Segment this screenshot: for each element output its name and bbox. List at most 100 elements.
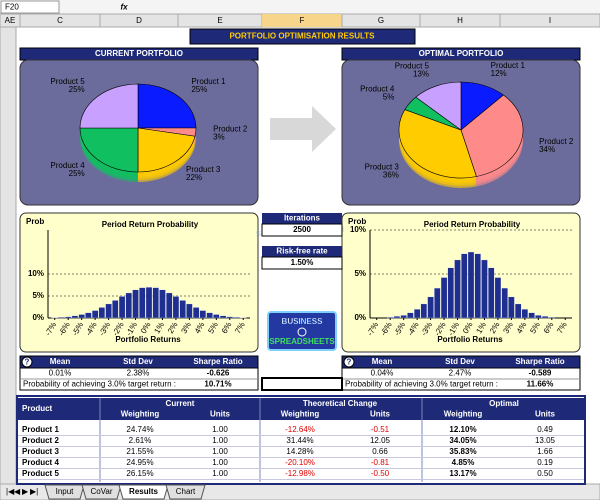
histogram-bar <box>91 310 99 319</box>
histogram-bar <box>186 303 193 319</box>
column-header: E <box>217 16 222 25</box>
logo-text: BUSINESS <box>282 317 324 326</box>
tab-nav[interactable]: ◀ <box>14 487 21 496</box>
tab-nav[interactable]: ▶| <box>30 487 38 496</box>
pie-value-label: 25% <box>191 85 207 94</box>
pie-slice <box>460 94 524 177</box>
fx-label: fx <box>120 3 128 12</box>
table-cell: -0.50 <box>371 469 390 478</box>
histogram-bar <box>85 312 92 319</box>
tab-nav[interactable]: ▶ <box>22 487 29 496</box>
help-icon-text: ? <box>347 358 352 367</box>
histogram-bar <box>71 315 79 319</box>
help-icon <box>343 356 355 368</box>
formula-bar <box>0 0 600 14</box>
table-cell: 2.61% <box>129 436 152 445</box>
sheet-tab-label[interactable]: CoVar <box>90 487 112 496</box>
stats-value: 0.04% <box>371 369 394 378</box>
iterations-value: 2500 <box>293 225 311 234</box>
histogram-bar <box>434 287 441 319</box>
pie-value-label: 22% <box>186 173 202 182</box>
page-title: PORTFOLIO OPTIMISATION RESULTS <box>229 32 375 41</box>
table-cell: 13.17% <box>449 469 476 478</box>
stats-header: Sharpe Ratio <box>515 357 564 366</box>
pie-value-label: 36% <box>383 170 399 179</box>
stats-value: 2.38% <box>127 369 150 378</box>
histogram-bar <box>420 303 428 319</box>
pie-label: Product 5 <box>50 77 85 86</box>
histogram-bar <box>467 251 475 319</box>
table-subheader: Weighting <box>444 410 483 419</box>
sheet-tab-label[interactable]: Results <box>129 487 158 496</box>
histogram-bar <box>219 315 227 319</box>
pie-label: Product 4 <box>50 161 85 170</box>
histogram-bar <box>159 289 166 319</box>
pie-value-label: 25% <box>69 85 85 94</box>
pie-slice <box>79 83 139 129</box>
histogram-bar <box>152 287 159 319</box>
histogram-bar <box>206 312 213 319</box>
target-label: Probability of achieving 3.0% target ret… <box>23 380 176 389</box>
help-icon <box>21 356 33 368</box>
sheet-tab[interactable] <box>118 484 169 500</box>
target-value: 10.71% <box>204 380 231 389</box>
selected-cell <box>261 377 343 391</box>
pie-label: Product 3 <box>186 165 221 174</box>
selected-column-header <box>262 14 342 27</box>
table-subheader: Units <box>210 410 231 419</box>
table-cell: 1.00 <box>212 458 228 467</box>
histogram-bar <box>199 310 207 319</box>
histogram-bar <box>65 316 72 319</box>
pie-value-label: 34% <box>539 145 555 154</box>
table-subheader: Units <box>535 410 556 419</box>
table-cell: 0.66 <box>372 447 388 456</box>
histogram-bar <box>172 296 180 319</box>
histogram-bar <box>213 314 220 319</box>
table-cell: 1.66 <box>537 447 553 456</box>
histogram-x-label: Portfolio Returns <box>115 335 181 344</box>
histogram-bar <box>521 309 529 319</box>
tab-nav[interactable]: |◀ <box>6 487 15 496</box>
histogram-bar <box>233 316 240 319</box>
target-label: Probability of achieving 3.0% target ret… <box>345 380 498 389</box>
histogram-bar <box>145 287 153 319</box>
table-cell: -20.10% <box>285 458 315 467</box>
table-cell: -0.81 <box>371 458 390 467</box>
column-header: F <box>300 16 305 25</box>
iterations-box <box>261 223 343 237</box>
pie-label: Product 4 <box>360 85 395 94</box>
arrow <box>270 106 336 152</box>
target-value: 11.66% <box>527 380 554 389</box>
pie-label: Product 5 <box>395 62 430 71</box>
pie-slice <box>137 83 197 129</box>
histogram-bar <box>501 287 508 319</box>
table-cell: 24.74% <box>126 425 153 434</box>
risk-free-header-bg <box>262 246 342 257</box>
table-group-header: Current <box>166 399 195 408</box>
sheet-tab[interactable] <box>81 484 122 500</box>
histogram-bar <box>139 287 146 319</box>
row-header-bar <box>0 26 17 485</box>
name-box-text: F20 <box>5 3 19 12</box>
histogram-title: Period Return Probability <box>424 220 521 229</box>
sheet-tab-label[interactable]: Chart <box>176 487 196 496</box>
table-subheader: Weighting <box>281 410 320 419</box>
histogram-bar <box>78 314 85 319</box>
table-cell: 4.85% <box>452 458 475 467</box>
help-icon-text: ? <box>25 358 30 367</box>
table-cell: 1.00 <box>212 425 228 434</box>
pie-slice <box>398 109 477 179</box>
histogram-bar <box>440 277 448 319</box>
sheet-tab[interactable] <box>44 484 85 500</box>
panel-heading: CURRENT PORTFOLIO <box>95 49 183 58</box>
name-box[interactable] <box>0 0 60 14</box>
sheet-tab[interactable] <box>165 484 206 500</box>
table-cell: 0.49 <box>537 425 553 434</box>
column-header: AE <box>5 16 16 25</box>
y-tick-label: 10% <box>28 269 44 278</box>
y-tick-label: 5% <box>32 291 44 300</box>
table-cell: 34.05% <box>449 436 476 445</box>
histogram-bar <box>407 312 414 319</box>
sheet-tab-label[interactable]: Input <box>56 487 75 496</box>
histogram-bar <box>488 267 495 319</box>
